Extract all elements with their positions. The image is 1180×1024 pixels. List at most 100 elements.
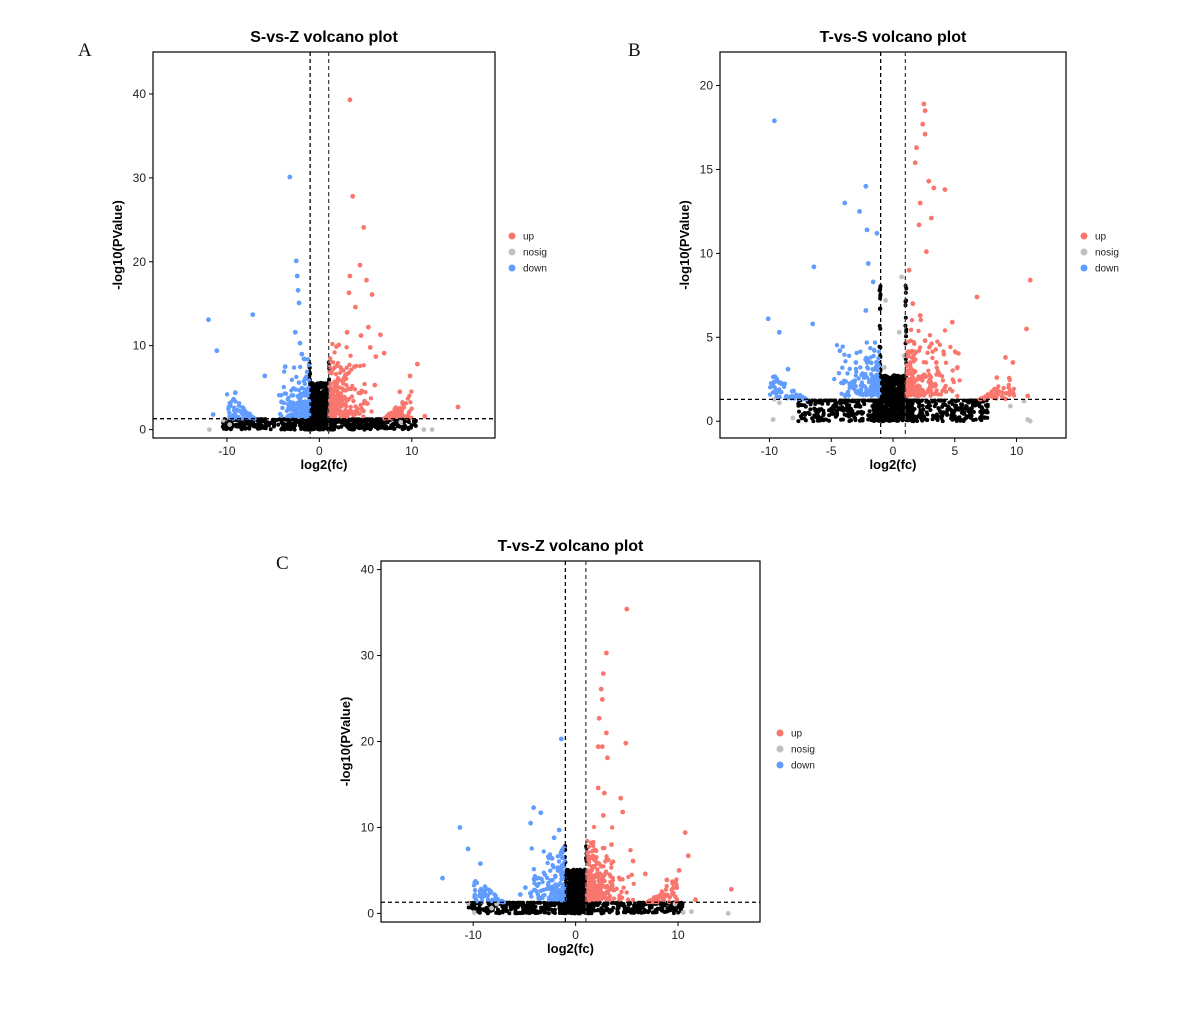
point-down	[523, 885, 528, 890]
point-base	[844, 402, 849, 407]
point-up	[348, 404, 353, 410]
point-up	[950, 377, 955, 382]
point-up	[952, 349, 958, 354]
point-base	[985, 410, 990, 415]
point-base	[318, 400, 323, 405]
point-up	[372, 382, 378, 388]
x-tick-label: 0	[316, 444, 323, 458]
point-up	[409, 389, 414, 394]
point-up	[361, 363, 366, 368]
point-down	[294, 374, 299, 380]
point-base	[856, 400, 861, 405]
point-base	[576, 883, 581, 888]
point-base	[342, 422, 347, 427]
point-up	[728, 886, 734, 892]
point-base	[286, 419, 291, 423]
x-axis-title: log2(fc)	[870, 457, 917, 472]
point-base	[560, 905, 565, 910]
point-down	[280, 405, 285, 411]
point-down	[296, 300, 302, 306]
point-up	[349, 367, 354, 372]
point-down	[870, 367, 875, 372]
point-down	[240, 409, 246, 414]
point-down	[856, 376, 861, 381]
point-base	[320, 382, 324, 387]
point-base	[321, 398, 326, 403]
x-tick-label: 5	[951, 444, 958, 458]
point-up	[920, 374, 925, 379]
point-up	[682, 830, 688, 835]
point-base	[632, 903, 636, 908]
point-down	[864, 227, 870, 233]
point-up	[604, 650, 609, 656]
point-base	[314, 385, 319, 390]
point-down	[282, 364, 288, 370]
point-down	[528, 820, 533, 826]
point-up	[1006, 375, 1012, 381]
point-down	[776, 380, 781, 385]
point-base	[895, 374, 900, 379]
point-down	[529, 894, 534, 899]
point-base	[646, 910, 650, 915]
point-down	[457, 825, 463, 830]
point-base	[243, 420, 248, 425]
point-down	[210, 412, 216, 417]
point-base	[648, 905, 653, 910]
point-up	[922, 338, 928, 344]
point-base	[329, 422, 334, 427]
point-down	[874, 372, 879, 378]
point-up	[358, 402, 363, 408]
point-base	[636, 910, 641, 915]
point-base	[411, 419, 416, 424]
point-base	[574, 867, 579, 872]
point-down	[558, 736, 564, 742]
point-base	[522, 908, 527, 913]
point-down	[297, 387, 302, 393]
point-up	[974, 294, 980, 300]
point-base	[282, 417, 287, 422]
point-nosig	[899, 274, 904, 280]
point-down	[301, 356, 306, 361]
point-up	[344, 365, 349, 370]
point-down	[282, 369, 287, 374]
point-base	[978, 409, 983, 414]
point-down	[297, 340, 303, 346]
point-up	[341, 381, 346, 386]
point-base	[321, 389, 325, 394]
point-base	[470, 902, 474, 907]
point-up	[333, 388, 338, 394]
point-down	[545, 882, 551, 888]
panel-letter-b: B	[628, 40, 641, 61]
point-nosig	[465, 900, 471, 906]
point-down	[859, 387, 864, 393]
y-axis-title: -log10(PValue)	[677, 200, 692, 290]
point-base	[875, 415, 880, 419]
point-base	[897, 403, 901, 408]
point-base	[581, 874, 586, 879]
point-up	[909, 348, 914, 354]
y-tick-label: 0	[139, 423, 146, 437]
point-base	[917, 402, 922, 407]
point-base	[220, 424, 225, 429]
point-base	[928, 403, 932, 408]
point-down	[873, 381, 879, 387]
point-up	[943, 389, 949, 394]
point-base	[972, 401, 977, 406]
point-up	[916, 374, 921, 379]
point-up	[358, 333, 364, 338]
point-down	[296, 380, 302, 385]
point-up	[368, 396, 374, 401]
point-down	[226, 406, 231, 412]
point-base	[470, 906, 475, 911]
point-down	[227, 402, 233, 407]
point-down	[863, 308, 869, 313]
point-up	[362, 381, 367, 387]
y-tick-label: 0	[706, 414, 713, 428]
point-base	[921, 407, 926, 412]
point-up	[600, 813, 606, 818]
point-base	[885, 410, 890, 415]
point-nosig	[680, 910, 686, 915]
point-down	[556, 827, 562, 833]
point-base	[575, 895, 580, 900]
